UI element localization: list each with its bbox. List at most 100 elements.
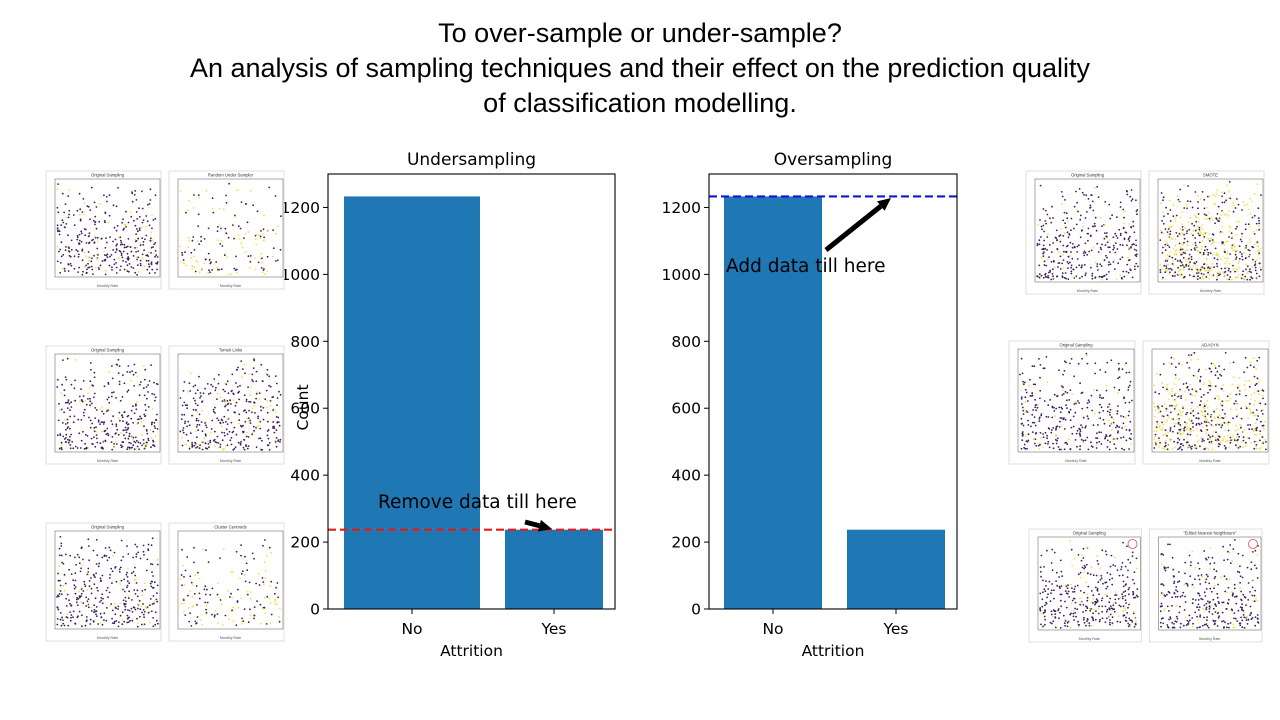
thumbnail-left-3-scatter-point xyxy=(140,623,143,626)
thumbnail-left-1-scatter-point xyxy=(193,249,196,251)
thumbnail-left-2-scatter-point xyxy=(196,423,199,426)
thumbnail-right-2-scatter-point xyxy=(1060,425,1063,427)
thumbnail-left-3-scatter-point xyxy=(74,579,77,582)
thumbnail-left-2-scatter-point xyxy=(82,411,85,414)
thumbnail-left-2-scatter-point xyxy=(147,384,149,386)
thumbnail-right-1-scatter-point xyxy=(1174,217,1177,220)
thumbnail-left-3-scatter-point xyxy=(131,619,134,622)
thumbnail-left-1-scatter-point xyxy=(126,245,129,248)
thumbnail-right-3-scatter-point xyxy=(1059,611,1061,614)
thumbnail-left-2-scatter-point xyxy=(224,400,227,403)
thumbnail-right-1-scatter-point xyxy=(1109,217,1112,220)
thumbnail-right-3-scatter-point xyxy=(1196,626,1199,629)
thumbnail-right-1-scatter-point xyxy=(1181,264,1184,267)
thumbnail-left-2-scatter-point xyxy=(151,392,154,395)
thumbnail-axis-label: Monthly Rate xyxy=(220,636,241,640)
thumbnail-left-2-scatter-point xyxy=(204,442,207,445)
thumbnail-left-1-scatter-point xyxy=(141,237,144,239)
thumbnail-right-2-scatter-point xyxy=(1042,433,1044,435)
thumbnail-left-1-scatter-point xyxy=(198,243,201,245)
thumbnail-right-3-scatter-point xyxy=(1108,607,1111,609)
thumbnail-right-1-scatter-point xyxy=(1094,186,1096,189)
thumbnail-left-2-scatter-point xyxy=(261,405,264,407)
thumbnail-left-2-scatter-point xyxy=(227,392,230,395)
thumbnail-right-1-scatter-point xyxy=(1251,277,1254,280)
thumbnail-left-2-scatter-point xyxy=(243,394,246,397)
thumbnail-right-1-scatter-point xyxy=(1196,271,1199,273)
thumbnail-right-1-scatter-point xyxy=(1213,240,1216,243)
thumbnail-right-2-scatter-point xyxy=(1217,398,1220,401)
thumbnail-right-1-scatter-point xyxy=(1052,276,1055,279)
thumbnail-right-2-scatter-point xyxy=(1205,429,1207,432)
thumbnail-right-3-scatter-point xyxy=(1232,592,1234,595)
thumbnail-left-3-scatter-point xyxy=(188,607,190,609)
thumbnail-right-2-scatter-point xyxy=(1200,422,1203,425)
thumbnail-right-1-scatter-point xyxy=(1164,260,1167,262)
thumbnail-left-2-scatter-point xyxy=(147,437,150,440)
thumbnail-left-2-scatter-point xyxy=(67,399,70,401)
thumbnail-right-2-scatter-point xyxy=(1117,377,1119,380)
thumbnail-left-1-scatter-point xyxy=(185,264,188,267)
thumbnail-left-2-scatter-point xyxy=(187,420,190,423)
thumbnail-right-2-scatter-point xyxy=(1064,390,1067,393)
thumbnail-right-3-scatter-point xyxy=(1102,582,1104,585)
thumbnail-right-2-scatter-point xyxy=(1063,360,1066,363)
thumbnail-right-3-scatter-point xyxy=(1127,569,1129,572)
thumbnail-right-3-scatter-point xyxy=(1066,621,1069,624)
thumbnail-right-1-scatter-point xyxy=(1203,263,1205,266)
thumbnail-left-2-scatter-point xyxy=(133,412,136,415)
thumbnail-right-1-scatter-point xyxy=(1065,251,1067,254)
thumbnail-right-3-scatter-point xyxy=(1231,591,1233,593)
thumbnail-right-3-scatter-point xyxy=(1054,613,1057,615)
thumbnail-right-2-scatter-point xyxy=(1181,448,1183,451)
thumbnail-right-1-scatter-point xyxy=(1044,247,1047,250)
thumbnail-right-1-scatter-point xyxy=(1091,277,1094,280)
oversampling-xtick-label: Yes xyxy=(882,620,908,638)
thumbnail-right-1-scatter-point xyxy=(1206,195,1209,198)
thumbnail-right-2-scatter-point xyxy=(1234,400,1237,402)
thumbnail-left-2-scatter-point xyxy=(199,392,202,394)
thumbnail-right-3-scatter-point xyxy=(1198,594,1201,597)
thumbnail-right-2-scatter-point xyxy=(1217,445,1220,448)
thumbnail-left-3-scatter-point xyxy=(57,608,60,611)
thumbnail-left-2-scatter-point xyxy=(279,393,282,396)
thumbnail-right-1-scatter-point xyxy=(1046,258,1049,261)
thumbnail-left-2-scatter-point xyxy=(268,449,271,451)
thumbnail-right-1-scatter-point xyxy=(1222,241,1224,244)
thumbnail-right-2-scatter-point xyxy=(1200,396,1203,398)
thumbnail-right-2-scatter-point xyxy=(1079,430,1082,433)
thumbnail-right-1-scatter-point xyxy=(1160,231,1163,234)
thumbnail-right-3-scatter-point xyxy=(1197,603,1200,606)
thumbnail-left-1-scatter-point xyxy=(197,213,200,216)
thumbnail-right-2-scatter-point xyxy=(1040,414,1043,417)
thumbnail-right-1-scatter-point xyxy=(1216,276,1219,279)
thumbnail-left-1-scatter-point xyxy=(90,260,93,263)
thumbnail-right-2-scatter-point xyxy=(1210,442,1213,445)
thumbnail-right-2-scatter-point xyxy=(1184,421,1186,423)
thumbnail-left-2-scatter-point xyxy=(66,357,69,360)
thumbnail-left-2-scatter-point xyxy=(209,392,212,394)
thumbnail-right-1-scatter-point xyxy=(1093,222,1096,225)
thumbnail-right-3-scatter-point xyxy=(1114,598,1117,601)
thumbnail-left-1-scatter-point xyxy=(262,269,265,271)
thumbnail-title: Tomek Links xyxy=(219,348,242,353)
thumbnail-right-2-scatter-point xyxy=(1176,414,1179,417)
thumbnail-right-1-scatter-point xyxy=(1235,256,1238,259)
thumbnail-left-1-scatter-point xyxy=(139,242,142,244)
thumbnail-right-1-scatter-point xyxy=(1224,262,1226,265)
thumbnail-right-3-scatter-point xyxy=(1079,576,1082,579)
thumbnail-left-2-scatter-point xyxy=(184,422,186,425)
thumbnail-right-2-scatter-point xyxy=(1249,412,1252,415)
thumbnail-right-2-scatter-point xyxy=(1157,408,1160,411)
thumbnail-left-2-scatter-point xyxy=(217,442,220,444)
thumbnail-left-3-scatter-point xyxy=(136,617,138,620)
thumbnail-right-1-scatter-point xyxy=(1189,217,1192,219)
thumbnail-left-1-scatter-point xyxy=(205,258,207,261)
thumbnail-right-3-scatter-point xyxy=(1131,555,1134,557)
thumbnail-right-3-scatter-point xyxy=(1043,615,1046,618)
thumbnail-right-2-scatter-point xyxy=(1039,397,1041,400)
thumbnail-left-2-scatter-point xyxy=(127,423,130,425)
thumbnail-left-3-scatter-point xyxy=(274,598,277,601)
thumbnail-right-2-scatter-point xyxy=(1216,434,1219,437)
thumbnail-left-3-scatter-point xyxy=(149,598,152,600)
